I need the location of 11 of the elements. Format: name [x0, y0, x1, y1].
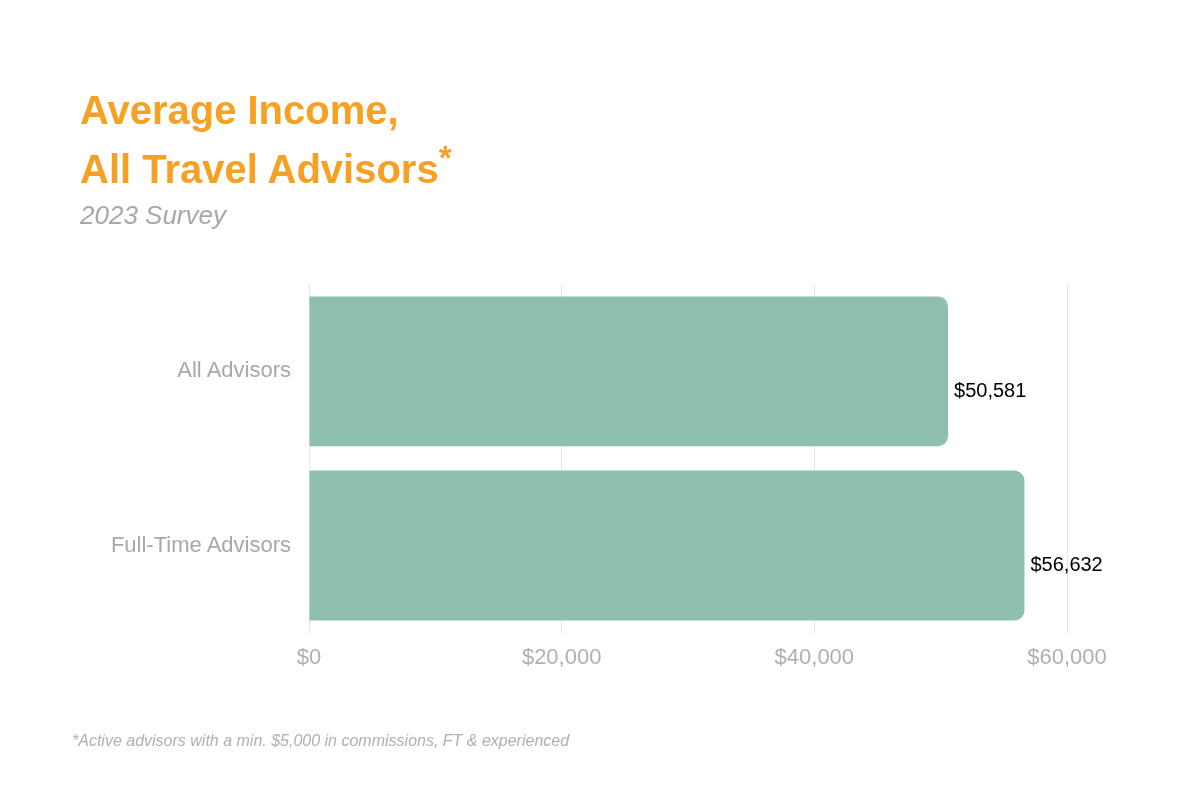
x-tick-label: $20,000 [521, 643, 602, 669]
chart-subtitle: 2023 Survey [80, 200, 226, 231]
y-tick-label: Full-Time Advisors [110, 531, 291, 557]
x-tick-label: $60,000 [1027, 643, 1107, 669]
text: *Active advisors with a min. $5,000 in commissions, FT & experienced [72, 732, 570, 750]
data-label: $50,581 [954, 378, 1027, 401]
y-tick-label: All Advisors [177, 357, 291, 383]
chart-title: Average Income, All Travel Advisors$^{*}$ [80, 87, 452, 194]
x-tick-label: $40,000 [774, 643, 855, 669]
x-tick-label: $0 [296, 643, 322, 669]
data-label: $56,632 [1030, 553, 1103, 576]
